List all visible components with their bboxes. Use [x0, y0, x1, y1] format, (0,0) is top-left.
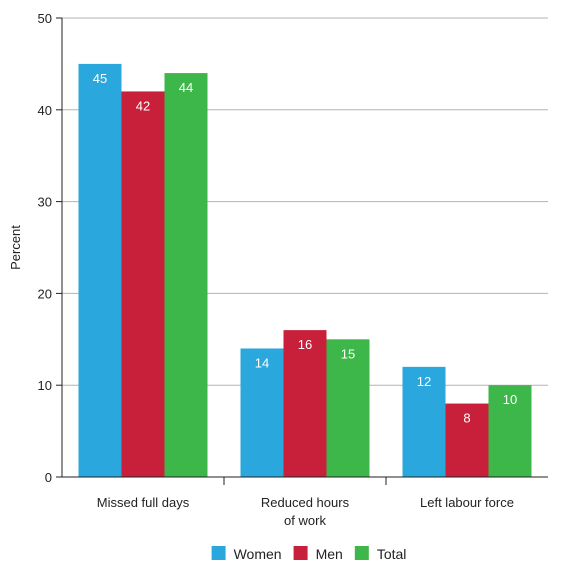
data-label: 44 [179, 80, 193, 95]
data-label: 16 [298, 337, 312, 352]
bar-women [402, 366, 446, 477]
bar-women [240, 348, 284, 477]
data-label: 45 [93, 71, 107, 86]
bar-total [164, 73, 208, 477]
labels: 0 10 20 30 40 50 Percent 45 42 44 Missed full days… [8, 11, 517, 528]
legend: Women Men Total [211, 546, 407, 562]
x-category-label: Reduced hours [261, 495, 350, 510]
bar-women [78, 63, 122, 478]
legend-label: Men [316, 546, 343, 562]
bars [78, 63, 532, 478]
x-category-label: Missed full days [97, 495, 190, 510]
y-tick-label: 50 [38, 11, 52, 26]
bar-men [445, 403, 489, 477]
data-label: 14 [255, 355, 269, 370]
y-tick-label: 10 [38, 378, 52, 393]
bar-total [488, 385, 532, 477]
legend-swatch-men [293, 546, 308, 560]
data-label: 10 [503, 392, 517, 407]
data-label: 15 [341, 346, 355, 361]
axes [56, 17, 548, 485]
bar-men [283, 330, 327, 477]
x-category-label: Left labour force [420, 495, 514, 510]
legend-swatch-total [354, 546, 369, 560]
y-tick-label: 40 [38, 103, 52, 118]
data-label: 42 [136, 98, 150, 113]
legend-swatch-women [211, 546, 226, 560]
y-tick-label: 0 [45, 470, 52, 485]
y-tick-label: 20 [38, 286, 52, 301]
legend-label: Total [377, 546, 407, 562]
data-label: 8 [463, 411, 470, 426]
bar-men [121, 91, 165, 477]
bar-total [326, 339, 370, 477]
y-tick-label: 30 [38, 195, 52, 210]
x-category-label: of work [284, 513, 326, 528]
y-axis-label: Percent [8, 225, 23, 270]
data-label: 12 [417, 374, 431, 389]
legend-label: Women [234, 546, 282, 562]
